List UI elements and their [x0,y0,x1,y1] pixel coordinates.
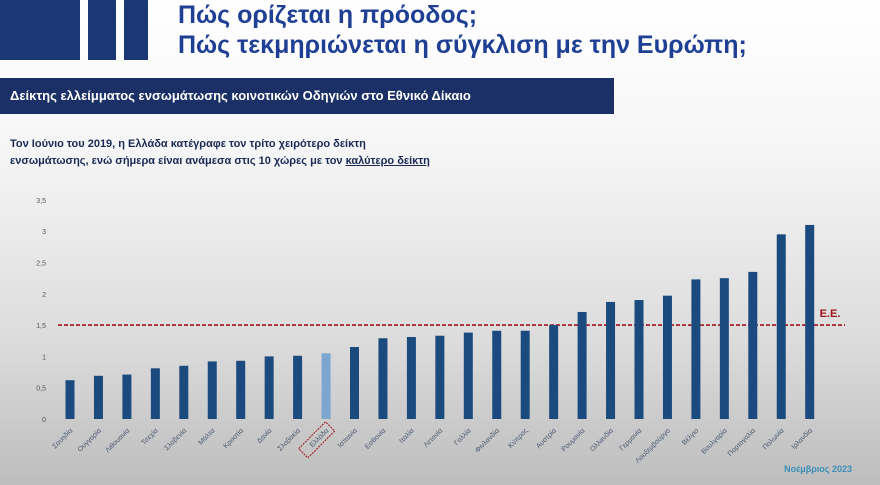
bar-15 [463,332,473,419]
x-tick-label: Σλοβακία [276,427,302,453]
x-tick-label: Ισπανία [336,427,359,450]
x-tick-label: Τσεχία [140,427,160,447]
x-tick-label: Φινλανδία [474,427,502,455]
bar-25 [748,271,758,419]
x-tick-label: Βουλγαρία [700,427,729,456]
bar-13 [406,336,416,419]
x-tick-label: Ολλανδία [589,427,615,453]
intro-line-2: ενσωμάτωσης, ενώ σήμερα είναι ανάμεσα στ… [10,153,430,170]
y-tick-label: 1,5 [36,323,46,330]
bar-18 [549,325,559,419]
y-tick-label: 2,5 [36,261,46,268]
x-tick-label: Βέλγιο [680,427,700,447]
x-tick-label: Γερμανία [618,427,644,453]
y-tick-label: 0 [42,417,46,424]
bar-8 [264,356,274,419]
intro-emphasis: καλύτερο δείκτη [345,155,430,167]
eu-average-label: E.E. [820,308,841,320]
bar-3 [122,374,132,419]
bar-12 [378,338,388,419]
y-tick-label: 0,5 [36,386,46,393]
bar-21 [634,300,644,419]
y-tick-label: 1 [42,354,46,361]
intro-line-2-text: ενσωμάτωσης, ενώ σήμερα είναι ανάμεσα στ… [10,155,346,167]
x-tick-label: Ουγγαρία [76,427,103,454]
bar-1 [65,380,75,419]
bar-20 [606,301,616,419]
x-tick-label: Σουηδία [51,427,75,451]
highlight-box [297,421,336,459]
x-tick-label: Εσθονία [363,427,387,451]
x-tick-label: Πορτογαλία [726,427,757,458]
bar-10 [321,353,331,419]
y-tick-label: 3 [42,229,46,236]
bar-4 [150,368,160,419]
bar-9 [293,355,303,419]
intro-text: Τον Ιούνιο του 2019, η Ελλάδα κατέγραφε … [10,136,430,170]
x-tick-label: Ρουμανία [560,427,587,454]
bar-17 [520,330,530,419]
x-tick-label: Δανία [255,427,273,445]
x-tick-label: Ιταλία [398,427,416,445]
x-tick-label: Ιρλανδία [790,427,814,451]
footer-date: Νοέμβριος 2023 [784,464,852,474]
title-line-2: Πώς τεκμηριώνεται η σύγκλιση με την Ευρώ… [178,31,747,59]
bar-6 [207,361,217,419]
bar-14 [435,335,445,419]
x-tick-label: Κύπρος [507,426,530,449]
x-tick-label: Μάλτα [197,427,217,447]
bar-19 [577,311,587,419]
x-tick-label: Πολωνία [761,427,786,452]
bar-24 [719,278,729,419]
y-tick-label: 3,5 [36,198,46,205]
section-banner: Δείκτης ελλείμματος ενσωμάτωσης κοινοτικ… [0,78,614,114]
x-tick-label: Λετονία [422,427,444,449]
decor-block-1 [0,0,80,60]
bar-chart: 0 0,5 1 1,5 2 2,5 3 3,5 E.E. Σουηδία Ουγγαρία Λιθου… [36,198,845,465]
bar-22 [662,295,672,419]
decor-block-3 [124,0,148,60]
x-tick-label: Κροατία [222,427,245,450]
bar-16 [492,330,502,419]
x-tick-label: Σλοβενία [163,427,188,452]
bar-26 [776,234,786,419]
page-title: Πώς ορίζεται η πρόοδος; Πώς τεκμηριώνετα… [178,0,747,60]
y-tick-label: 2 [42,292,46,299]
x-tick-label: Λιθουανία [104,427,132,455]
decor-block-2 [88,0,116,60]
bar-11 [350,347,359,419]
intro-line-1: Τον Ιούνιο του 2019, η Ελλάδα κατέγραφε … [10,138,366,150]
bar-5 [179,365,189,419]
x-tick-label: Γαλλία [453,427,473,447]
title-line-1: Πώς ορίζεται η πρόοδος; [178,1,478,29]
bar-23 [691,279,701,419]
x-tick-label: Αυστρία [535,427,558,450]
bar-2 [93,375,103,419]
bar-7 [236,360,246,419]
bar-27 [805,224,815,419]
